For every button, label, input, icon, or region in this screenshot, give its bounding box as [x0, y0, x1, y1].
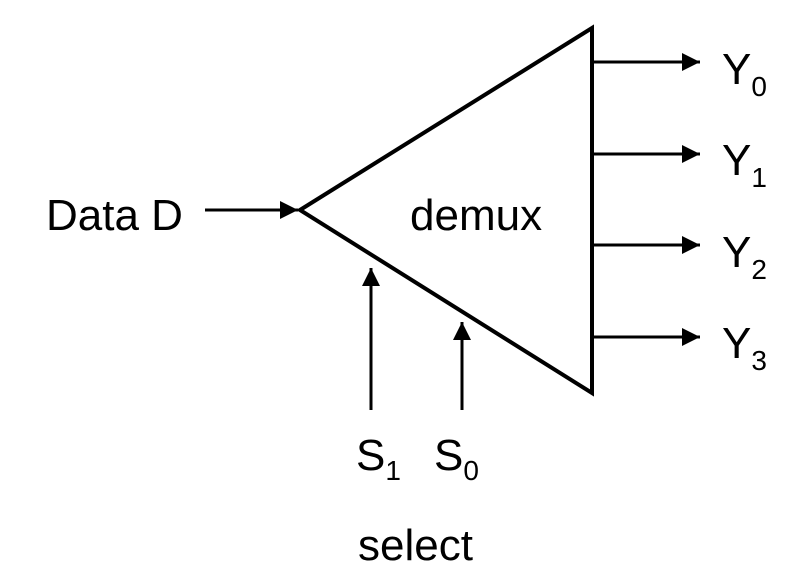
block-label: demux: [410, 191, 542, 240]
select-caption: select: [358, 521, 473, 570]
output-labels: Y0 Y1 Y2 Y3: [722, 45, 767, 376]
input-label: Data D: [46, 191, 183, 240]
output-lines: [592, 53, 700, 346]
output-y3-label: Y3: [722, 319, 767, 376]
demux-block: [296, 24, 594, 397]
select-s1-label: S1: [356, 431, 401, 486]
output-y2-label: Y2: [722, 228, 767, 285]
output-y1-label: Y1: [722, 136, 767, 193]
select-lines: [362, 268, 471, 410]
select-s0-label: S0: [434, 431, 479, 486]
select-labels: S1 S0: [356, 431, 479, 486]
output-y0-label: Y0: [722, 45, 767, 102]
